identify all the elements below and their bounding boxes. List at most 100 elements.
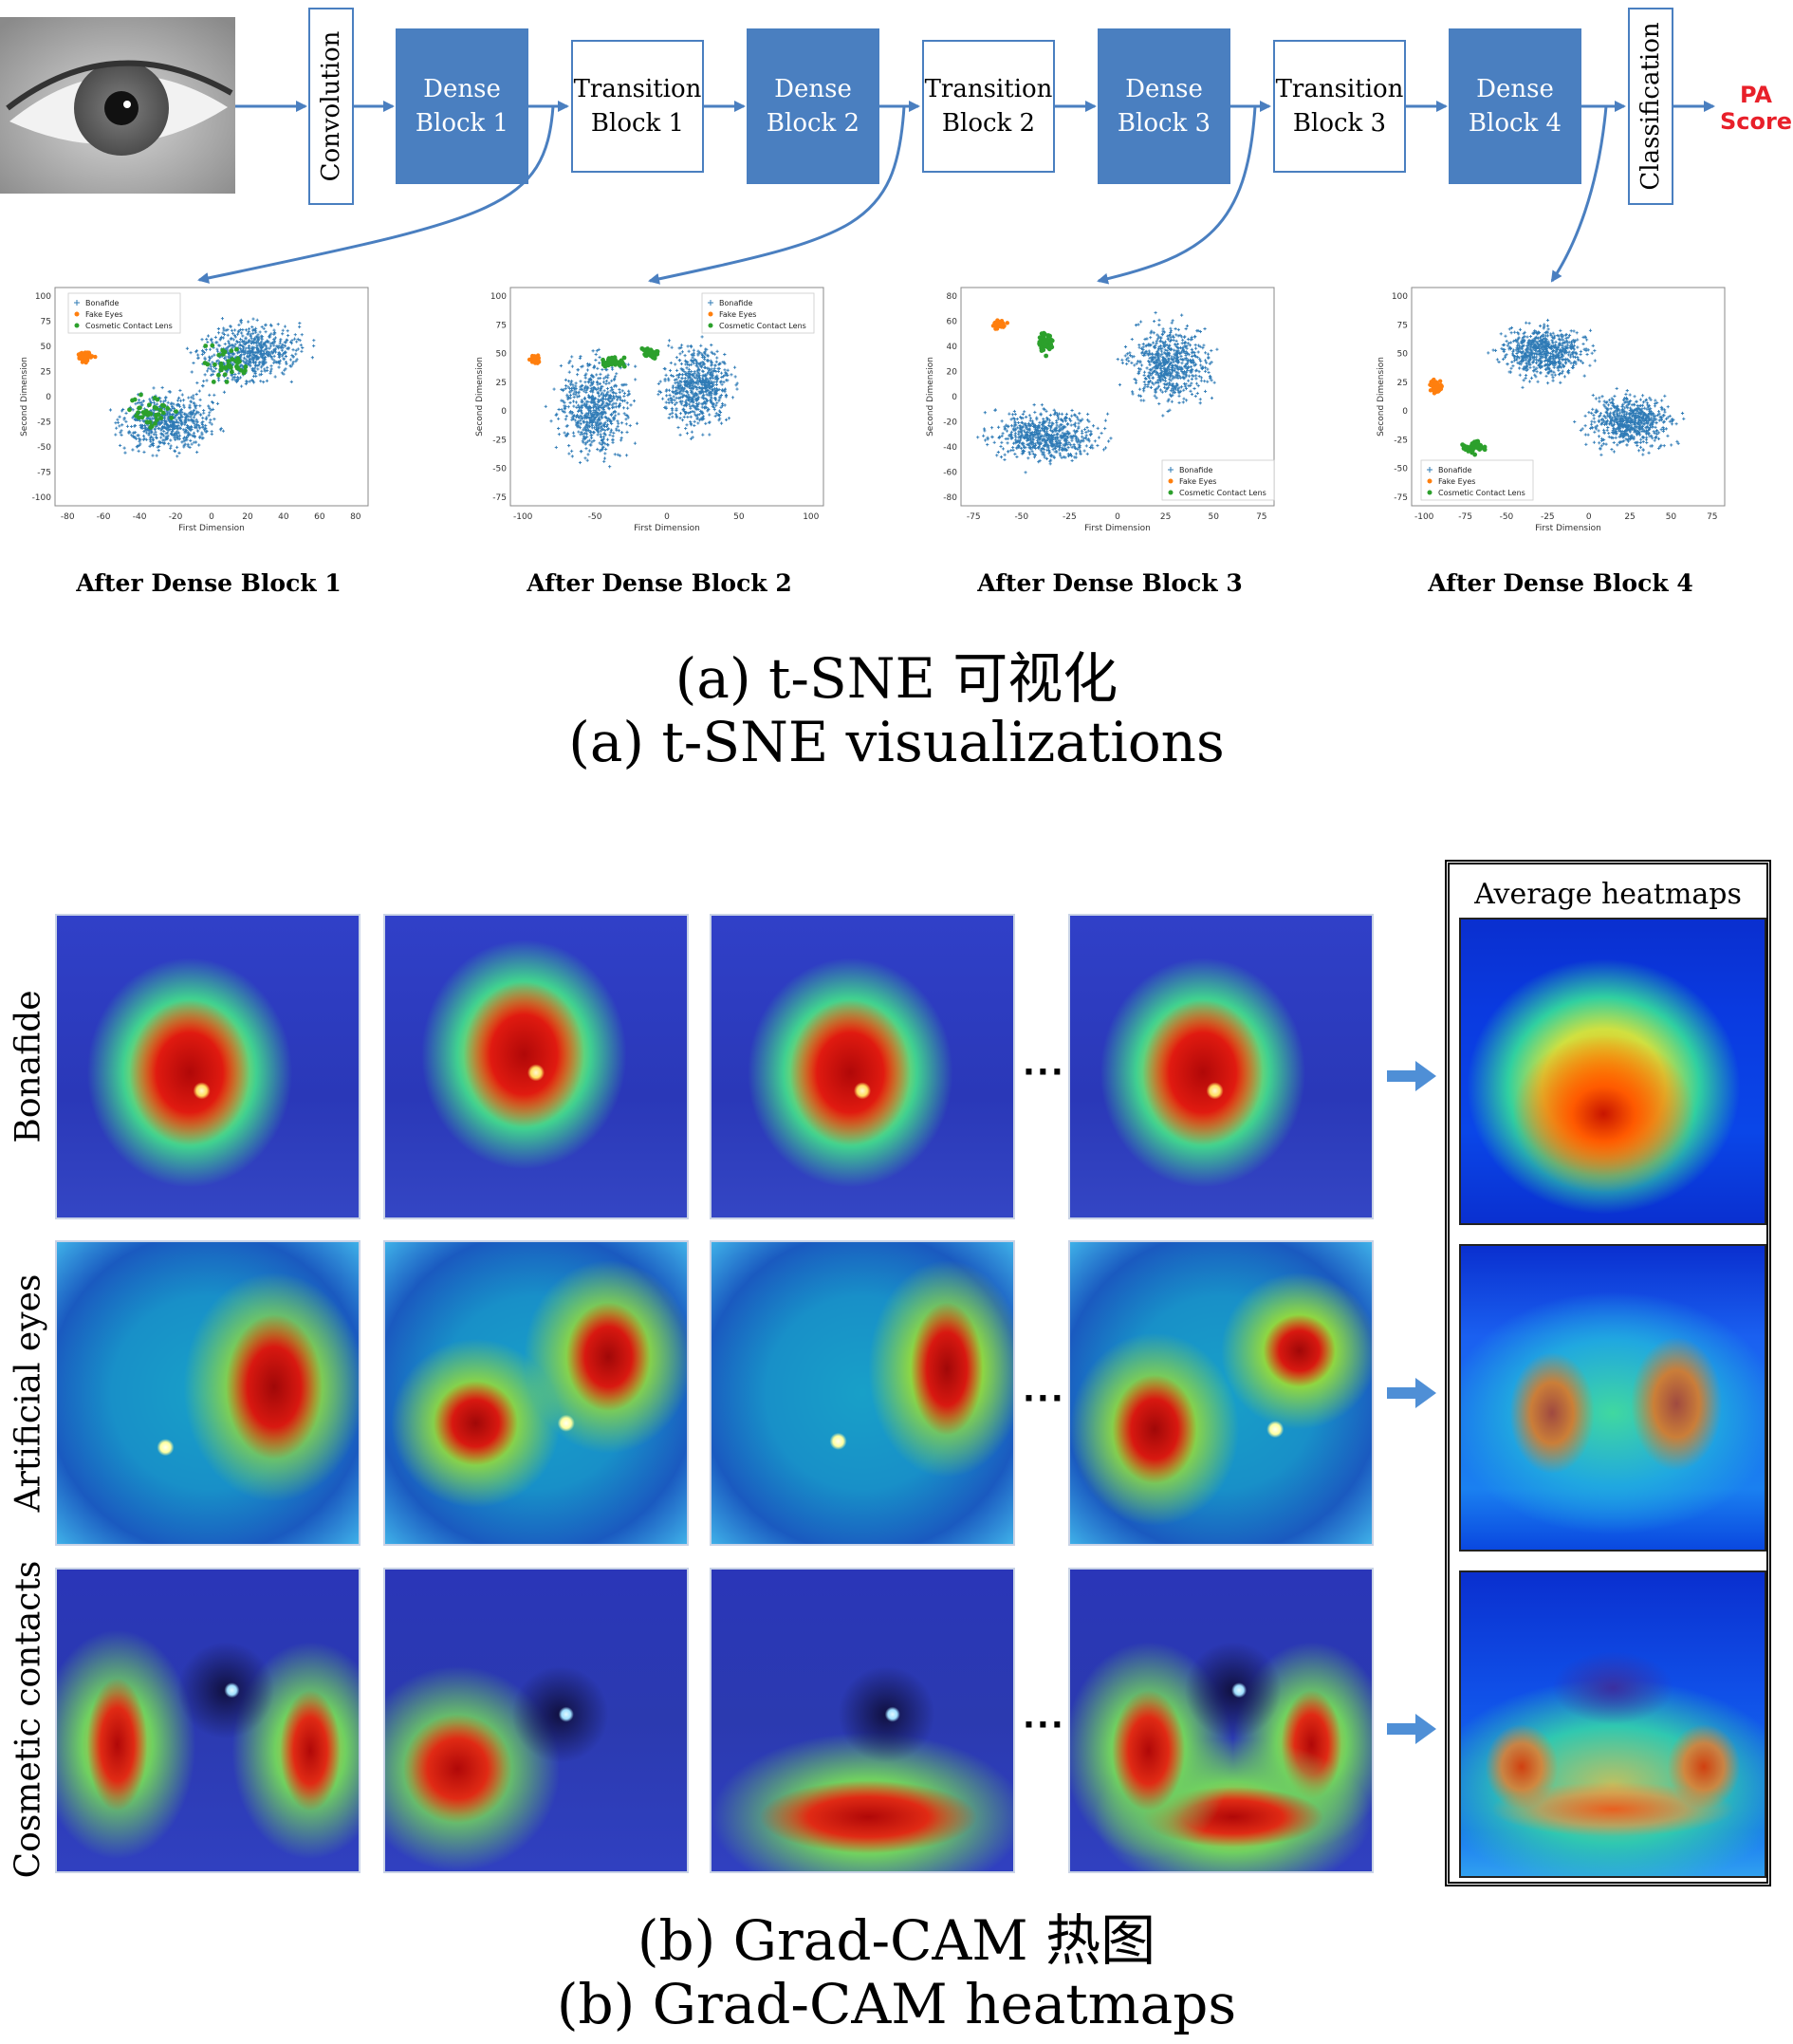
dense-block-2-line2: Block 2 bbox=[766, 109, 860, 138]
tsne-ytick: 80 bbox=[947, 292, 958, 302]
tsne-xlabel: First Dimension bbox=[634, 524, 700, 533]
tsne-caption-4: After Dense Block 4 bbox=[1428, 569, 1693, 597]
tsne-xtick: 80 bbox=[350, 512, 361, 522]
tsne-xtick: 75 bbox=[1707, 512, 1717, 522]
tsne-points bbox=[527, 335, 739, 469]
tsne-ylabel: Second Dimension bbox=[20, 357, 29, 437]
tsne-ytick: -60 bbox=[943, 468, 957, 477]
tsne-ytick: 100 bbox=[35, 292, 51, 302]
tsne-xtick: -100 bbox=[1414, 512, 1434, 522]
tsne-caption-1: After Dense Block 1 bbox=[76, 569, 342, 597]
classification-label: Classification bbox=[1636, 22, 1665, 191]
tsne-xtick: 0 bbox=[209, 512, 214, 522]
caption-b-en: (b) Grad-CAM heatmaps bbox=[556, 1972, 1237, 2036]
tsne-xtick: -50 bbox=[1500, 512, 1514, 522]
transition-block-3-line2: Block 3 bbox=[1292, 109, 1387, 138]
arrow-icon bbox=[1387, 1061, 1436, 1091]
tsne-xtick: 40 bbox=[278, 512, 289, 522]
tsne-legend-entry: Bonafide bbox=[1438, 466, 1471, 474]
transition-block-3-line1: Transition bbox=[1275, 75, 1404, 103]
tsne-legend-entry: Bonafide bbox=[719, 299, 752, 307]
arrow-icon bbox=[1387, 1378, 1436, 1408]
tsne-ytick: 75 bbox=[496, 321, 507, 330]
tsne-ytick: -25 bbox=[492, 436, 507, 445]
tsne-xtick: -80 bbox=[61, 512, 75, 522]
transition-block-3: Transition Block 3 bbox=[1273, 40, 1406, 173]
tsne-ytick: -50 bbox=[492, 465, 507, 474]
heatmap-cosmetic-contacts-2 bbox=[383, 1568, 689, 1873]
tsne-ytick: 25 bbox=[496, 379, 507, 388]
tsne-xtick: 50 bbox=[1208, 512, 1219, 522]
caption-a-en: (a) t-SNE visualizations bbox=[568, 710, 1225, 774]
tsne-ytick: 25 bbox=[1397, 379, 1408, 388]
dense-block-3-line1: Dense bbox=[1125, 75, 1203, 103]
transition-block-1: Transition Block 1 bbox=[571, 40, 704, 173]
tsne-xtick: 50 bbox=[1666, 512, 1677, 522]
tsne-legend-entry: Fake Eyes bbox=[1438, 477, 1475, 486]
tsne-ylabel: Second Dimension bbox=[475, 357, 485, 437]
tsne-xtick: -50 bbox=[1014, 512, 1028, 522]
pipeline-arrows bbox=[197, 101, 1715, 285]
tsne-legend-entry: Fake Eyes bbox=[1179, 477, 1216, 486]
tsne-ytick: 25 bbox=[41, 368, 51, 378]
average-heatmap-bonafide bbox=[1459, 918, 1766, 1225]
tsne-xlabel: First Dimension bbox=[178, 524, 245, 533]
tsne-ytick: 75 bbox=[41, 318, 51, 327]
dense-block-4: Dense Block 4 bbox=[1449, 28, 1581, 184]
dense-block-1-line1: Dense bbox=[423, 75, 501, 103]
tsne-ytick: 0 bbox=[1402, 407, 1408, 417]
ellipsis-row-2: ··· bbox=[1023, 1380, 1065, 1418]
tsne-points bbox=[976, 311, 1219, 474]
tsne-plot-4: -100 -75 -50 -25 0 25 50 75 100 75 50 25 0 -25 -50 -75 F… bbox=[1377, 287, 1726, 533]
tsne-ytick: 50 bbox=[41, 343, 52, 352]
tsne-legend-entry: Cosmetic Contact Lens bbox=[1438, 489, 1525, 497]
tsne-ytick: 0 bbox=[952, 393, 957, 402]
dense-block-4-line2: Block 4 bbox=[1468, 109, 1562, 138]
heatmap-artificial-eyes-4 bbox=[1068, 1240, 1374, 1546]
heatmap-artificial-eyes-2 bbox=[383, 1240, 689, 1546]
tsne-ytick: -75 bbox=[37, 468, 51, 477]
tsne-xtick: -40 bbox=[133, 512, 147, 522]
tsne-ytick: -50 bbox=[37, 443, 51, 453]
tsne-legend: Bonafide Fake Eyes Cosmetic Contact Lens bbox=[701, 292, 815, 334]
tsne-points bbox=[1428, 318, 1686, 457]
tsne-plot-2: -100 -50 0 50 100 100 75 50 25 0 -25 -50 -75 First Di… bbox=[475, 287, 824, 533]
caption-a-cn: (a) t-SNE 可视化 bbox=[675, 646, 1118, 711]
tsne-ytick: -75 bbox=[492, 493, 507, 503]
arrow-icon bbox=[1387, 1714, 1436, 1744]
tsne-xtick: -50 bbox=[588, 512, 602, 522]
tsne-legend-entry: Cosmetic Contact Lens bbox=[1179, 489, 1266, 497]
row-label-cosmetic-contacts: Cosmetic contacts bbox=[9, 1560, 48, 1879]
tsne-xtick: 20 bbox=[242, 512, 253, 522]
transition-block-2-line2: Block 2 bbox=[941, 109, 1036, 138]
dense-block-4-line1: Dense bbox=[1476, 75, 1554, 103]
caption-b-cn: (b) Grad-CAM 热图 bbox=[637, 1908, 1156, 1973]
tsne-legend: Bonafide Fake Eyes Cosmetic Contact Lens bbox=[67, 292, 181, 334]
dense-block-1: Dense Block 1 bbox=[396, 28, 528, 184]
tsne-legend-entry: Bonafide bbox=[1179, 466, 1212, 474]
tsne-ytick: 50 bbox=[496, 350, 508, 360]
tsne-ytick: -80 bbox=[943, 493, 957, 503]
tsne-xtick: -25 bbox=[1541, 512, 1555, 522]
tsne-xtick: 0 bbox=[1586, 512, 1592, 522]
pa-score-line1: PA bbox=[1740, 82, 1772, 108]
tsne-xtick: 100 bbox=[803, 512, 819, 522]
tsne-legend-entry: Cosmetic Contact Lens bbox=[85, 322, 173, 330]
heatmap-bonafide-4 bbox=[1068, 914, 1374, 1219]
dense-block-1-line2: Block 1 bbox=[415, 109, 509, 138]
ellipsis-row-1: ··· bbox=[1023, 1053, 1065, 1091]
dense-block-2: Dense Block 2 bbox=[747, 28, 879, 184]
pa-score-line2: Score bbox=[1719, 108, 1793, 135]
tsne-xlabel: First Dimension bbox=[1535, 524, 1601, 533]
tsne-ylabel: Second Dimension bbox=[926, 357, 935, 437]
tsne-ytick: 100 bbox=[490, 292, 507, 302]
dense-block-3-line2: Block 3 bbox=[1117, 109, 1211, 138]
tsne-ytick: -40 bbox=[943, 443, 957, 453]
tsne-plot-3: -75 -50 -25 0 25 50 75 80 60 40 20 0 -20 -40 -60 -80 Fir… bbox=[926, 287, 1275, 533]
tsne-xtick: 60 bbox=[314, 512, 325, 522]
tsne-ytick: -20 bbox=[943, 418, 957, 427]
tsne-ytick: 50 bbox=[1397, 350, 1409, 360]
tsne-ytick: -25 bbox=[1394, 436, 1408, 445]
tsne-xtick: 0 bbox=[664, 512, 670, 522]
average-heatmaps-panel: Average heatmaps bbox=[1445, 860, 1771, 1886]
